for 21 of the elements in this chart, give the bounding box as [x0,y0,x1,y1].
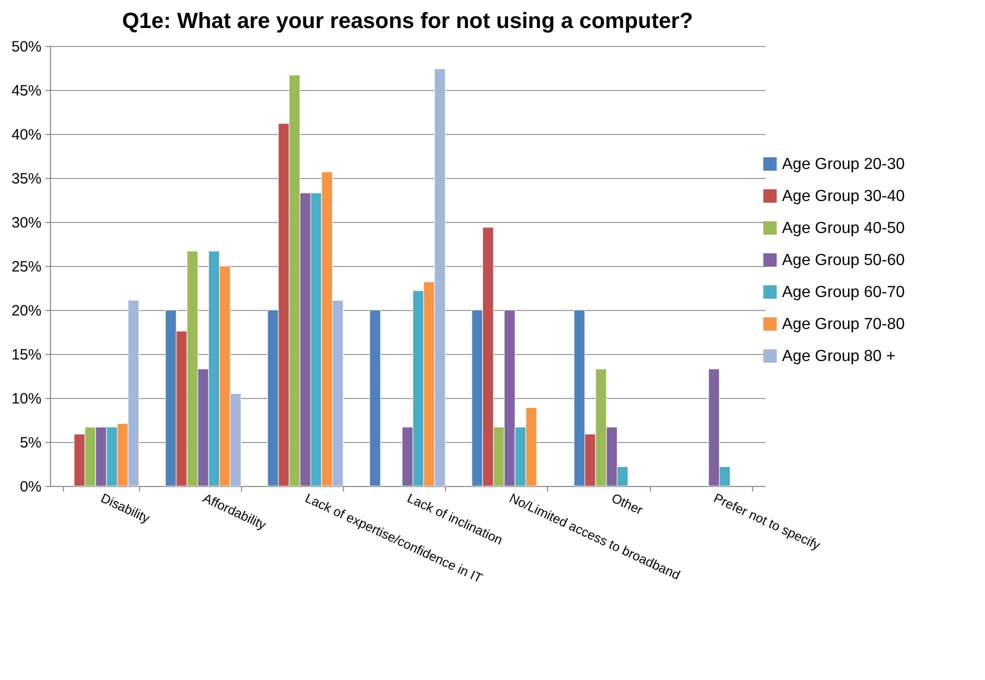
y-tick-label: 10% [11,390,42,408]
legend-label: Age Group 30-40 [782,188,905,205]
y-tick-label: 50% [11,38,42,56]
legend-label: Age Group 60-70 [782,284,905,301]
x-tick-label: Other [609,490,646,518]
y-tick-label: 30% [11,214,42,232]
legend-label: Age Group 50-60 [782,252,905,269]
chart-title: Q1e: What are your reasons for not using a computer? [122,8,693,33]
y-tick-label: 35% [11,170,42,188]
y-tick-label: 25% [11,258,42,276]
legend-label: Age Group 80 + [782,348,896,365]
legend-label: Age Group 40-50 [782,220,905,237]
y-tick-label: 20% [11,302,42,320]
y-tick-label: 0% [20,478,42,496]
legend-label: Age Group 20-30 [782,156,905,173]
y-tick-label: 5% [20,434,42,452]
y-tick-label: 45% [11,82,42,100]
legend-label: Age Group 70-80 [782,316,905,333]
bar [369,310,381,486]
y-tick-label: 40% [11,126,42,144]
y-tick-label: 15% [11,346,42,364]
